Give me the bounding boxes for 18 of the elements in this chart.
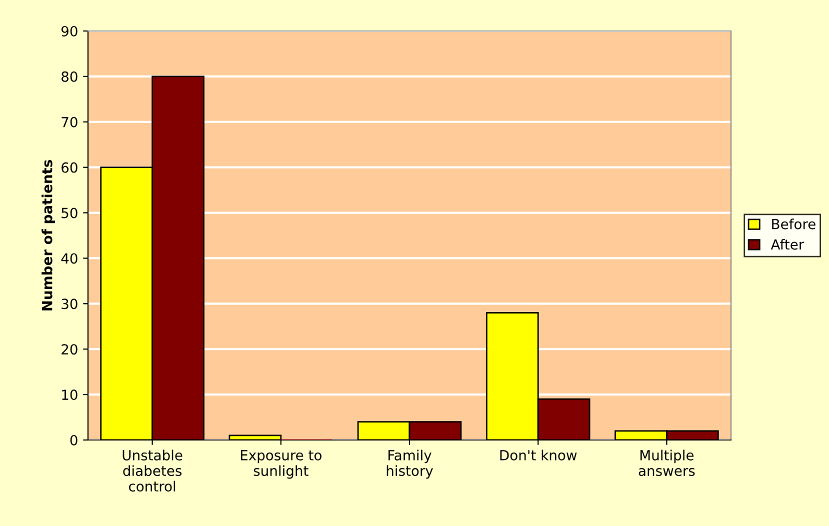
y-tick-label: 90: [61, 26, 78, 36]
y-tick-label: 80: [62, 71, 78, 82]
y-tick-label: 10: [62, 390, 78, 400]
y-tick-label: 0: [70, 434, 78, 446]
y-tick-label: 20: [62, 344, 78, 355]
y-axis-title: Number of patients: [42, 160, 56, 310]
y-tick-label: 30: [62, 298, 78, 310]
x-tick-label: Don't know: [500, 450, 577, 460]
legend-label: After: [770, 238, 804, 250]
y-tick-label: 50: [62, 208, 78, 218]
y-tick-label: 70: [62, 116, 78, 128]
x-tick-label: Multiple answers: [638, 450, 695, 476]
x-tick-label: Unstable diabetes control: [122, 450, 182, 492]
y-tick-label: 60: [62, 162, 78, 173]
x-tick-label: Family history: [386, 450, 433, 479]
y-tick-label: 40: [61, 253, 78, 264]
legend-label: Before: [772, 218, 816, 230]
x-tick-label: Exposure to sunlight: [240, 450, 322, 479]
